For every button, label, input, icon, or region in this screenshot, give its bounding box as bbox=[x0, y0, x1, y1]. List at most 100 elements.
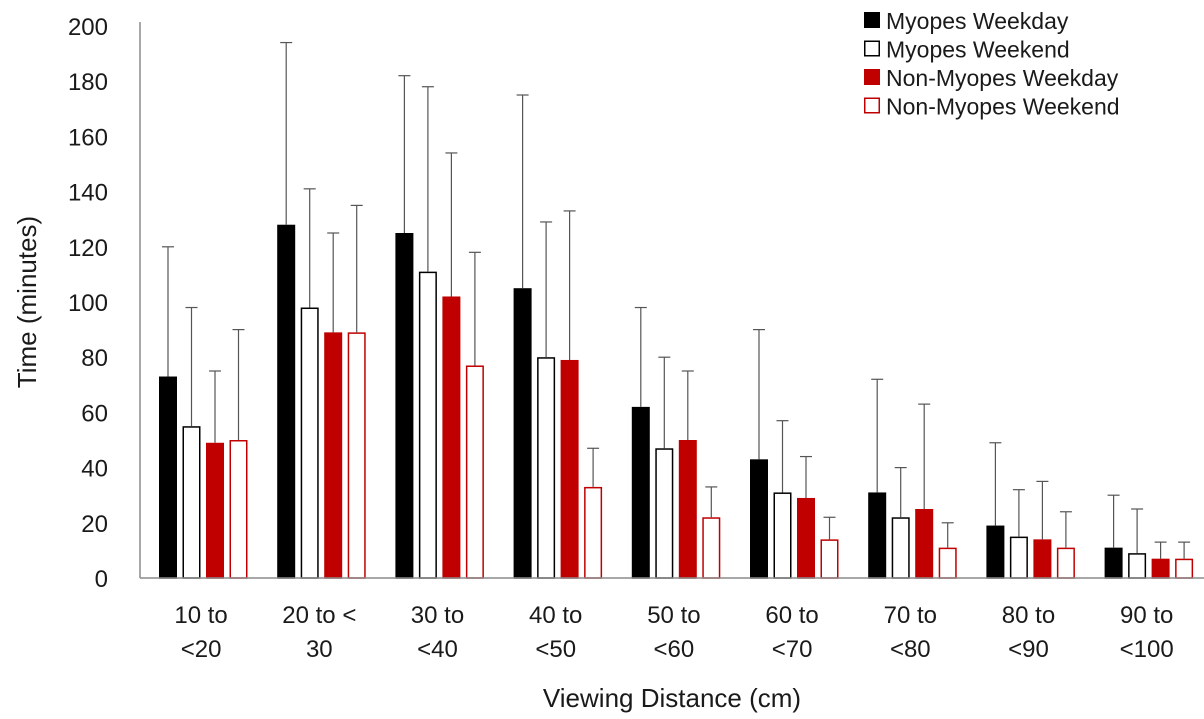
error-bar-non-myopes-weekday-3 bbox=[445, 152, 458, 297]
legend-swatch bbox=[864, 40, 880, 57]
bar-non-myopes-weekend-3 bbox=[465, 365, 484, 579]
bar-myopes-weekend-6 bbox=[773, 492, 792, 579]
error-bar-myopes-weekend-5 bbox=[658, 356, 671, 449]
error-bar-myopes-weekend-1 bbox=[185, 306, 198, 427]
error-bar-myopes-weekday-6 bbox=[753, 329, 765, 460]
error-bar-non-myopes-weekday-8 bbox=[1036, 480, 1049, 540]
bar-non-myopes-weekend-5 bbox=[702, 517, 721, 579]
error-bar-non-myopes-weekend-6 bbox=[823, 516, 836, 540]
error-bar-myopes-weekday-8 bbox=[989, 442, 1002, 526]
bar-non-myopes-weekend-8 bbox=[1056, 547, 1075, 579]
axes-layer: 0 20 40 60 80 100 120 140 160 180 200 10 to <20 20 to… bbox=[68, 14, 1204, 663]
bar-myopes-weekday-7 bbox=[868, 492, 887, 579]
error-bar-myopes-weekday-4 bbox=[516, 94, 529, 289]
bar-myopes-weekend-2 bbox=[300, 307, 319, 579]
legend-label: Myopes Weekend bbox=[886, 37, 1070, 63]
y-tick-label: 200 bbox=[68, 14, 108, 41]
error-bar-non-myopes-weekend-3 bbox=[468, 251, 481, 366]
error-bar-non-myopes-weekday-7 bbox=[918, 403, 931, 509]
x-tick-label: 70 to <80 bbox=[884, 602, 937, 663]
x-tick-label: 90 to <100 bbox=[1120, 602, 1174, 663]
y-tick-label: 80 bbox=[81, 345, 108, 372]
bar-myopes-weekend-7 bbox=[891, 517, 910, 579]
bar-myopes-weekday-4 bbox=[513, 288, 532, 579]
bar-myopes-weekend-1 bbox=[182, 426, 201, 579]
bar-non-myopes-weekday-8 bbox=[1033, 539, 1052, 579]
error-bar-myopes-weekday-2 bbox=[280, 41, 293, 225]
x-tick-label: 60 to <70 bbox=[765, 602, 818, 663]
error-bar-non-myopes-weekday-9 bbox=[1154, 541, 1167, 559]
legend-swatch bbox=[864, 69, 880, 85]
x-tick-label: 20 to <30 bbox=[282, 602, 356, 663]
error-bar-non-myopes-weekend-8 bbox=[1059, 511, 1072, 548]
bar-non-myopes-weekend-4 bbox=[584, 486, 603, 579]
error-bar-myopes-weekday-7 bbox=[871, 378, 884, 493]
bar-myopes-weekend-3 bbox=[418, 271, 437, 579]
y-tick-label: 180 bbox=[68, 69, 108, 96]
bar-myopes-weekday-6 bbox=[750, 459, 768, 579]
y-axis-title: Time (minutes) bbox=[12, 216, 42, 388]
error-bar-non-myopes-weekend-1 bbox=[232, 329, 245, 440]
bar-non-myopes-weekday-2 bbox=[324, 332, 343, 579]
legend-swatch bbox=[864, 12, 880, 28]
error-bar-non-myopes-weekend-7 bbox=[941, 522, 954, 548]
bar-myopes-weekend-4 bbox=[537, 357, 556, 579]
error-bar-myopes-weekend-9 bbox=[1131, 508, 1144, 554]
error-bar-myopes-weekday-5 bbox=[634, 306, 647, 407]
bar-non-myopes-weekday-1 bbox=[206, 442, 224, 579]
legend-item-non-myopes-weekday: Non-Myopes Weekday bbox=[864, 65, 1119, 91]
bar-myopes-weekday-2 bbox=[277, 224, 296, 579]
error-bar-myopes-weekend-6 bbox=[776, 420, 789, 493]
y-tick-label: 120 bbox=[68, 235, 108, 262]
y-tick-label: 40 bbox=[81, 456, 108, 483]
legend-swatch bbox=[864, 97, 880, 114]
x-tick-label: 50 to <60 bbox=[647, 602, 700, 663]
bars-layer bbox=[159, 41, 1194, 579]
error-bar-non-myopes-weekday-1 bbox=[209, 370, 221, 443]
y-tick-label: 0 bbox=[95, 566, 108, 593]
bar-non-myopes-weekday-3 bbox=[442, 296, 461, 579]
y-tick-label: 140 bbox=[68, 180, 108, 207]
legend-label: Myopes Weekday bbox=[886, 8, 1069, 34]
error-bar-myopes-weekend-4 bbox=[540, 221, 553, 358]
y-tick-label: 100 bbox=[68, 290, 108, 317]
error-bar-myopes-weekday-1 bbox=[162, 246, 174, 377]
y-tick-label: 160 bbox=[68, 124, 108, 151]
legend-item-non-myopes-weekend: Non-Myopes Weekend bbox=[864, 94, 1120, 120]
x-axis-title: Viewing Distance (cm) bbox=[543, 683, 801, 713]
legend-item-myopes-weekend: Myopes Weekend bbox=[864, 37, 1070, 63]
error-bar-non-myopes-weekend-4 bbox=[587, 447, 600, 487]
bar-myopes-weekday-3 bbox=[395, 233, 414, 579]
bar-non-myopes-weekday-4 bbox=[560, 359, 579, 579]
bar-non-myopes-weekend-6 bbox=[820, 539, 839, 579]
bar-non-myopes-weekday-9 bbox=[1151, 558, 1170, 579]
error-bar-non-myopes-weekday-5 bbox=[681, 370, 694, 440]
x-tick-label: 40 to <50 bbox=[529, 602, 582, 663]
bar-non-myopes-weekend-2 bbox=[347, 332, 366, 579]
error-bar-non-myopes-weekend-2 bbox=[350, 204, 363, 333]
bar-non-myopes-weekday-5 bbox=[678, 440, 697, 579]
error-bar-non-myopes-weekend-9 bbox=[1178, 541, 1191, 559]
error-bar-myopes-weekday-9 bbox=[1107, 494, 1120, 548]
error-bar-myopes-weekend-3 bbox=[421, 86, 434, 272]
bar-non-myopes-weekday-6 bbox=[797, 497, 815, 579]
error-bar-myopes-weekend-8 bbox=[1012, 489, 1025, 537]
bar-myopes-weekend-5 bbox=[655, 448, 674, 579]
bar-myopes-weekend-9 bbox=[1128, 553, 1147, 579]
bar-myopes-weekday-9 bbox=[1104, 547, 1123, 579]
x-tick-label: 80 to <90 bbox=[1002, 602, 1055, 663]
bar-myopes-weekday-8 bbox=[986, 525, 1005, 579]
legend-label: Non-Myopes Weekday bbox=[886, 65, 1119, 91]
bar-myopes-weekend-8 bbox=[1009, 536, 1028, 579]
bar-non-myopes-weekend-1 bbox=[229, 440, 248, 579]
bar-non-myopes-weekday-7 bbox=[915, 509, 934, 579]
x-tick-label: 10 to <20 bbox=[174, 602, 227, 663]
error-bar-non-myopes-weekday-4 bbox=[563, 210, 576, 360]
error-bar-non-myopes-weekday-6 bbox=[800, 455, 812, 498]
error-bar-non-myopes-weekend-5 bbox=[705, 486, 718, 518]
x-tick-label: 30 to <40 bbox=[411, 602, 464, 663]
bar-myopes-weekday-5 bbox=[631, 406, 650, 579]
error-bar-myopes-weekday-3 bbox=[398, 75, 411, 233]
